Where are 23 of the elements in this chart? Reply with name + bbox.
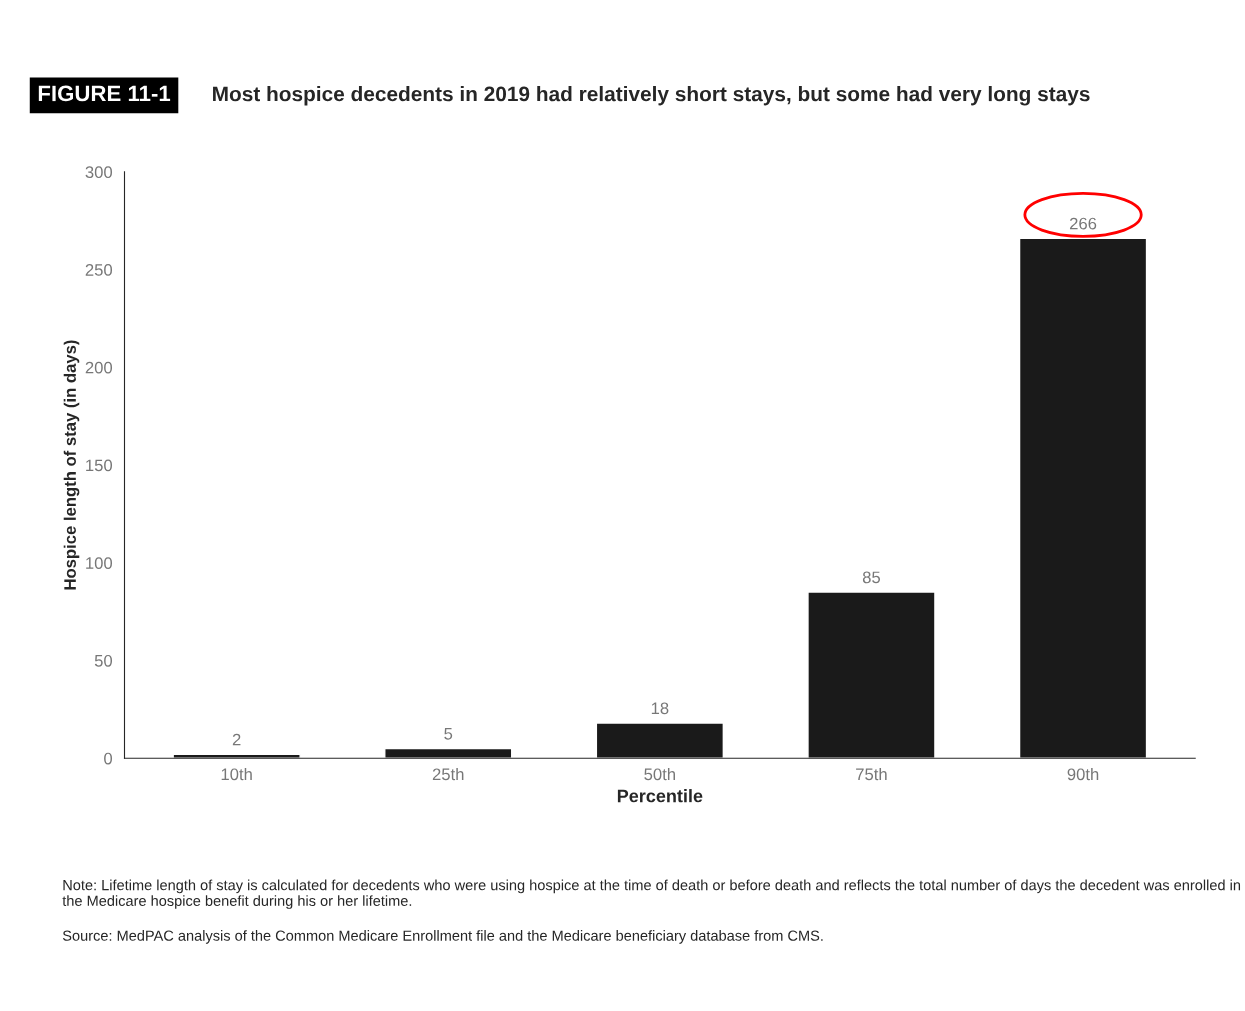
text: Note: Lifetime length of stay is calculated for decedents who were using hospice at the time of death or before death and reflects the total number of days the decedent was enrolled in the Medicare hospice benefit during his or her lifetime. xyxy=(62,879,1241,909)
y-tick-label: 150 xyxy=(86,459,113,472)
source-note: Source: MedPAC analysis of the Common Medicare Enrollment file and the Medicare beneficiary database from CMS. xyxy=(62,930,823,944)
data-label: 266 xyxy=(1069,217,1097,230)
y-tick-label: 200 xyxy=(85,361,113,374)
x-tick-label: 50th xyxy=(644,767,675,781)
y-tick-label: 0 xyxy=(104,752,113,765)
x-axis-title: Percentile xyxy=(617,789,703,803)
y-tick-label: 50 xyxy=(94,654,113,667)
x-tick-label: 25th xyxy=(432,767,464,781)
x-tick-label: 90th xyxy=(1067,767,1099,781)
x-tick-label: 75th xyxy=(856,767,887,781)
x-tick-label: 10th xyxy=(221,767,252,781)
y-tick-label: 300 xyxy=(85,166,113,179)
data-label: 85 xyxy=(862,571,881,584)
chart-subtitle: FIGURE 11-1 xyxy=(38,85,171,102)
y-tick-label: 250 xyxy=(85,264,113,276)
data-label: 18 xyxy=(651,702,669,715)
y-axis-title: Hospice length of stay (in days) xyxy=(63,340,80,590)
chart-title: Most hospice decedents in 2019 had relatively short stays, but some had very long stays xyxy=(213,86,1090,106)
y-tick-label: 100 xyxy=(86,557,113,569)
data-label: 5 xyxy=(444,728,453,740)
data-label: 2 xyxy=(232,733,241,746)
